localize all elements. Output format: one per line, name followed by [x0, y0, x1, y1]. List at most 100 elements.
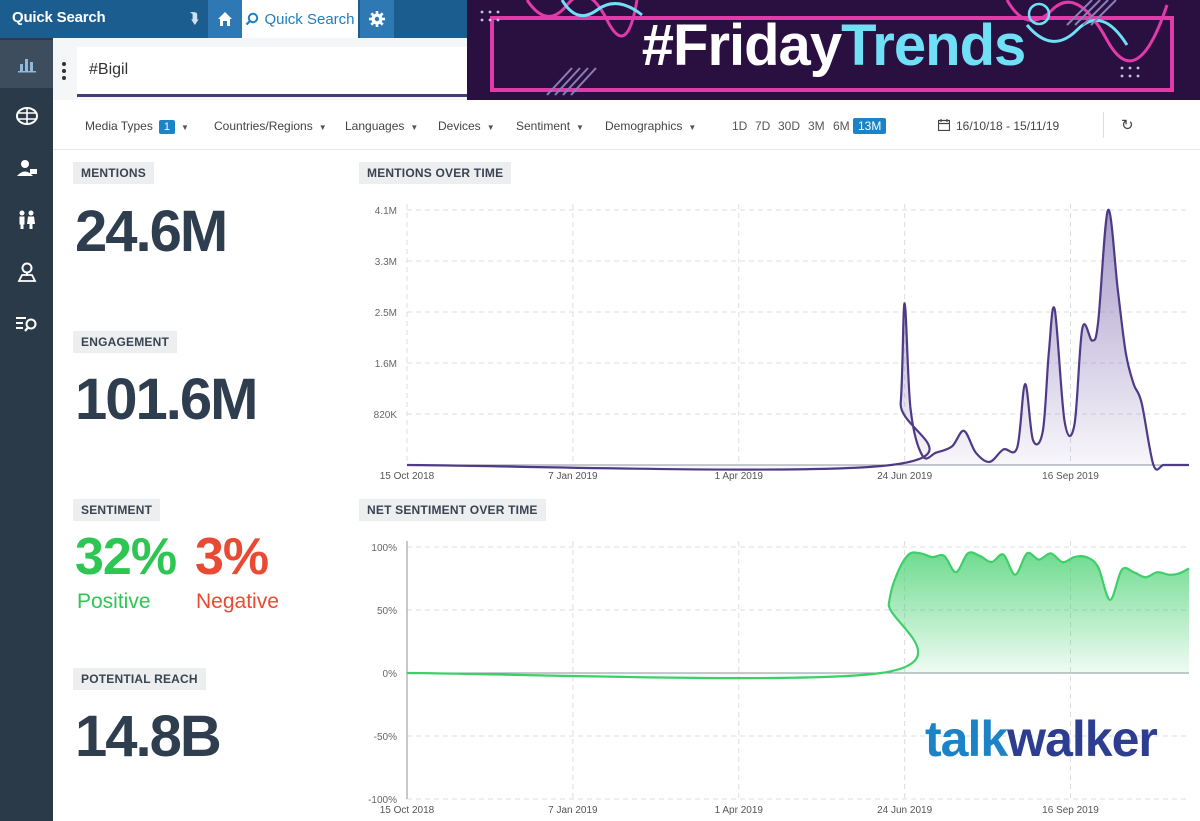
series-area	[407, 209, 1189, 470]
filter-sentiment[interactable]: Sentiment ▼	[516, 119, 584, 133]
sidebar-item-demographics[interactable]	[0, 196, 53, 244]
sidebar-item-world-map[interactable]	[0, 248, 53, 296]
x-tick-label: 15 Oct 2018	[380, 805, 435, 816]
y-tick-label: -50%	[374, 732, 397, 743]
x-tick-label: 15 Oct 2018	[380, 471, 435, 482]
x-tick-label: 16 Sep 2019	[1042, 805, 1099, 816]
series-line	[406, 208, 1189, 471]
mentions-label: MENTIONS	[73, 162, 154, 184]
filter-label: Countries/Regions	[214, 119, 313, 133]
x-tick-label: 24 Jun 2019	[877, 805, 932, 816]
filter-bar: Media Types 1 ▼ Countries/Regions ▼ Languag…	[53, 100, 1200, 150]
y-tick-label: 0%	[383, 669, 398, 680]
y-tick-label: 1.6M	[375, 359, 397, 370]
banner-title: #FridayTrends	[467, 12, 1200, 79]
tab-quick-search[interactable]: Quick Search	[242, 0, 358, 38]
refresh-icon[interactable]: ↻	[1121, 117, 1134, 134]
net-sentiment-over-time-chart: 100% 50% 0% -50% -100%15 Oct 2018 7 Jan 2019 1…	[368, 541, 1190, 816]
mentions-over-time-chart: 820K 1.6M 2.5M 3.3M 4.1M 15 Oct 2018 7 Jan 201…	[374, 204, 1189, 482]
date-range-picker[interactable]: 16/10/18 - 15/11/19	[937, 119, 1060, 133]
x-tick-label: 1 Apr 2019	[715, 471, 764, 482]
banner-hash: #	[641, 13, 674, 78]
sidebar-item-topics[interactable]	[0, 92, 53, 140]
y-tick-label: 100%	[371, 543, 397, 554]
caret-down-icon: ▼	[318, 123, 327, 132]
range-30d[interactable]: 30D	[778, 119, 801, 133]
range-7d[interactable]: 7D	[755, 119, 771, 133]
filter-media-types[interactable]: Media Types 1 ▼	[85, 119, 189, 134]
range-13m[interactable]: 13M	[853, 118, 887, 134]
y-tick-label: 820K	[374, 410, 398, 421]
filter-label: Devices	[438, 119, 481, 133]
media-types-count-badge: 1	[158, 120, 175, 134]
mentions-chart-title: MENTIONS OVER TIME	[359, 162, 512, 184]
filter-devices[interactable]: Devices ▼	[438, 119, 495, 133]
sidebar-item-influencers[interactable]	[0, 144, 53, 192]
calendar-icon	[937, 119, 951, 132]
friday-trends-banner: #FridayTrends	[467, 0, 1200, 100]
sidebar-item-search-results[interactable]	[0, 300, 53, 348]
banner-word-trends: Trends	[841, 13, 1026, 78]
reach-label: POTENTIAL REACH	[73, 668, 206, 690]
reach-value: 14.8B	[75, 704, 222, 769]
y-tick-label: 4.1M	[375, 206, 397, 217]
range-1d[interactable]: 1D	[732, 119, 748, 133]
caret-down-icon: ▼	[410, 123, 419, 132]
series-line	[406, 551, 1190, 680]
location-pin-icon	[17, 262, 36, 282]
tab-label: Quick Search	[264, 10, 355, 28]
search-icon	[246, 12, 259, 26]
filter-demographics[interactable]: Demographics ▼	[605, 119, 696, 133]
y-tick-label: 3.3M	[375, 257, 397, 268]
dashboard-content: MENTIONS 24.6M ENGAGEMENT 101.6M SENTIME…	[53, 150, 1200, 821]
topic-wheel-icon	[15, 107, 38, 125]
date-range-text: 16/10/18 - 15/11/19	[956, 119, 1060, 133]
influencer-icon	[16, 160, 37, 176]
caret-down-icon: ▼	[486, 123, 495, 132]
banner-decoration	[480, 0, 1174, 96]
app-title: Quick Search	[12, 9, 106, 26]
home-tab[interactable]	[208, 0, 242, 38]
x-tick-label: 1 Apr 2019	[715, 805, 764, 816]
caret-down-icon: ▼	[688, 123, 697, 132]
engagement-value: 101.6M	[75, 367, 258, 432]
banner-word-friday: Friday	[673, 13, 842, 78]
caret-down-icon: ▼	[576, 123, 584, 132]
y-tick-label: -100%	[368, 795, 397, 806]
series-area	[407, 552, 1189, 679]
range-6m[interactable]: 6M	[833, 119, 850, 133]
filter-languages[interactable]: Languages ▼	[345, 119, 418, 133]
x-tick-label: 7 Jan 2019	[548, 805, 598, 816]
filter-label: Languages	[345, 119, 405, 133]
sentiment-label: SENTIMENT	[73, 499, 161, 521]
x-tick-label: 7 Jan 2019	[548, 471, 598, 482]
people-icon	[19, 210, 35, 229]
more-options-icon[interactable]	[62, 62, 66, 83]
logo-part-talk: talk	[925, 711, 1008, 767]
filter-label: Demographics	[605, 119, 683, 133]
filter-label: Sentiment	[516, 119, 571, 133]
x-tick-label: 24 Jun 2019	[877, 471, 932, 482]
list-search-icon	[15, 317, 36, 332]
mentions-value: 24.6M	[75, 199, 228, 264]
talkwalker-logo: talkwalker	[925, 710, 1158, 768]
negative-value: 3%	[195, 528, 269, 586]
settings-tab[interactable]	[360, 0, 394, 38]
search-input[interactable]: #Bigil	[77, 47, 477, 97]
y-tick-label: 2.5M	[375, 308, 397, 319]
caret-down-icon: ▼	[180, 123, 189, 132]
collapse-icon[interactable]: ⮯	[189, 10, 199, 26]
sidebar-item-results[interactable]	[0, 40, 53, 88]
search-query: #Bigil	[89, 61, 129, 78]
bar-chart-icon	[17, 59, 36, 73]
sentiment-chart-title: NET SENTIMENT OVER TIME	[359, 499, 546, 521]
home-icon	[218, 12, 232, 26]
filter-label: Media Types	[85, 119, 153, 133]
y-tick-label: 50%	[377, 606, 397, 617]
positive-label: Positive	[77, 590, 151, 613]
range-3m[interactable]: 3M	[808, 119, 825, 133]
filter-countries[interactable]: Countries/Regions ▼	[214, 119, 327, 133]
negative-label: Negative	[196, 590, 279, 613]
gear-icon	[369, 11, 385, 27]
sidebar	[0, 38, 53, 821]
